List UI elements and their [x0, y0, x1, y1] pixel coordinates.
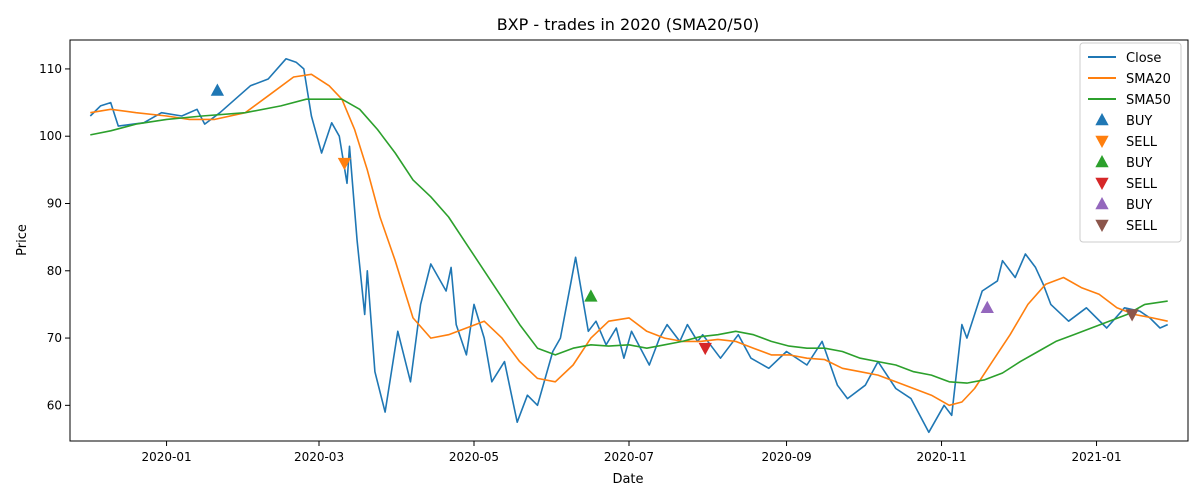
axes: 2020-01 2020-03 2020-05 2020-07 2020-09 2020-… [39, 62, 1122, 464]
legend-label: Close [1126, 51, 1161, 66]
x-tick-label: 2020-11 [916, 450, 966, 464]
legend-label: SMA50 [1126, 93, 1171, 108]
y-axis-label: Price [15, 224, 30, 256]
y-tick-label: 110 [39, 62, 62, 76]
legend-label: BUY [1126, 198, 1152, 213]
legend-label: BUY [1126, 114, 1152, 129]
x-axis-label: Date [612, 472, 643, 487]
legend-swatch-buy [1095, 155, 1109, 168]
legend-label: SMA20 [1126, 72, 1171, 87]
legend-swatch-sell [1095, 177, 1109, 190]
sell-marker [337, 157, 352, 171]
sell-marker [1125, 309, 1139, 322]
y-tick-label: 90 [47, 196, 62, 210]
x-tick-label: 2021-01 [1071, 450, 1121, 464]
series-line-sma50 [90, 98, 1168, 384]
plot-frame [69, 39, 1189, 442]
x-tick-label: 2020-07 [604, 450, 654, 464]
legend-swatch-sell [1095, 135, 1109, 148]
x-tick-label: 2020-01 [141, 450, 191, 464]
chart-title: BXP - trades in 2020 (SMA20/50) [497, 15, 760, 34]
plot-area [89, 58, 1169, 434]
buy-marker [210, 83, 225, 96]
legend-label: BUY [1126, 156, 1152, 171]
legend-box [1079, 42, 1182, 243]
x-tick-label: 2020-05 [449, 450, 499, 464]
x-tick-label: 2020-09 [761, 450, 811, 464]
buy-marker [584, 289, 598, 302]
sell-marker [698, 342, 712, 356]
legend-swatch-buy [1095, 197, 1109, 210]
y-tick-label: 60 [47, 398, 62, 412]
series-line-sma20 [90, 73, 1168, 407]
legend-label: SELL [1126, 219, 1158, 234]
legend-swatch-sell [1095, 219, 1109, 232]
legend: Close SMA20 SMA50 BUY SELL BUY SELL BUY SELL [1079, 42, 1182, 243]
y-tick-label: 100 [39, 129, 62, 143]
x-tick-label: 2020-03 [294, 450, 344, 464]
legend-label: SELL [1126, 177, 1158, 192]
y-tick-label: 80 [47, 264, 62, 278]
buy-marker [980, 300, 994, 314]
legend-swatch-buy [1095, 113, 1109, 126]
legend-label: SELL [1126, 135, 1158, 150]
series-line-close [89, 58, 1169, 434]
y-tick-label: 70 [47, 331, 62, 345]
